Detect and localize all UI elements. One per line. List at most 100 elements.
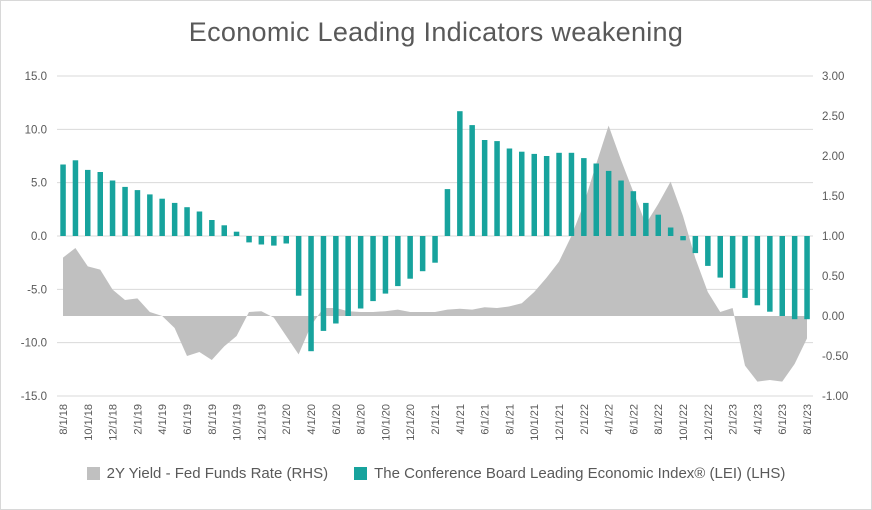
- lei-bar: [791, 236, 798, 320]
- lei-bar: [754, 236, 761, 306]
- svg-text:10/1/22: 10/1/22: [678, 404, 690, 441]
- lei-bar: [494, 141, 500, 236]
- legend-swatch-spread-icon: [86, 467, 100, 480]
- svg-text:10/1/21: 10/1/21: [529, 404, 541, 441]
- svg-text:4/1/19: 4/1/19: [157, 404, 169, 435]
- svg-text:12/1/19: 12/1/19: [256, 404, 268, 441]
- lei-bar: [320, 236, 327, 331]
- svg-text:6/1/21: 6/1/21: [480, 404, 492, 435]
- lei-bar: [221, 225, 227, 236]
- lei-bar: [357, 236, 364, 309]
- svg-text:10/1/20: 10/1/20: [380, 404, 392, 441]
- lei-bar: [506, 148, 513, 236]
- lei-bar: [717, 236, 723, 278]
- lei-bar: [767, 236, 773, 312]
- svg-text:8/1/22: 8/1/22: [653, 404, 665, 435]
- svg-text:6/1/19: 6/1/19: [182, 404, 194, 435]
- lei-bar: [184, 207, 190, 236]
- lei-bar: [382, 236, 389, 294]
- legend-item-lei: The Conference Board Leading Economic In…: [354, 465, 785, 482]
- svg-text:0.00: 0.00: [822, 311, 844, 323]
- lei-bar: [481, 140, 488, 236]
- svg-text:2.00: 2.00: [822, 151, 844, 163]
- lei-bar: [147, 194, 153, 236]
- lei-bar: [134, 190, 141, 236]
- svg-text:8/1/21: 8/1/21: [504, 404, 516, 435]
- lei-bar: [630, 191, 637, 236]
- svg-text:-15.0: -15.0: [21, 391, 47, 403]
- lei-bar: [457, 111, 463, 236]
- svg-text:15.0: 15.0: [25, 71, 47, 83]
- chart-legend: 2Y Yield - Fed Funds Rate (RHS) The Conf…: [1, 465, 871, 482]
- svg-text:6/1/20: 6/1/20: [331, 404, 343, 435]
- lei-bar: [233, 231, 240, 236]
- svg-text:2/1/20: 2/1/20: [281, 404, 293, 435]
- svg-text:4/1/22: 4/1/22: [604, 404, 616, 435]
- lei-bar: [258, 236, 265, 245]
- lei-bar: [742, 236, 748, 298]
- lei-bar: [209, 220, 215, 236]
- svg-text:1.00: 1.00: [822, 231, 844, 243]
- svg-text:6/1/22: 6/1/22: [628, 404, 640, 435]
- lei-bar: [333, 236, 339, 324]
- lei-bar: [122, 186, 128, 236]
- lei-bar: [60, 164, 66, 236]
- lei-bar: [804, 236, 810, 320]
- svg-text:8/1/20: 8/1/20: [356, 404, 368, 435]
- svg-text:10/1/18: 10/1/18: [83, 404, 95, 441]
- lei-bar: [692, 236, 699, 254]
- lei-bar: [444, 189, 451, 236]
- lei-bar: [469, 125, 475, 236]
- svg-text:-10.0: -10.0: [21, 338, 47, 350]
- svg-text:2.50: 2.50: [822, 111, 844, 123]
- lei-bar: [519, 151, 525, 236]
- lei-bar: [432, 236, 438, 263]
- svg-text:3.00: 3.00: [822, 71, 844, 83]
- legend-label-spread: 2Y Yield - Fed Funds Rate (RHS): [106, 465, 329, 482]
- lei-bar-series: [60, 111, 810, 352]
- svg-text:12/1/20: 12/1/20: [405, 404, 417, 441]
- lei-bar: [407, 236, 413, 279]
- lei-bar: [655, 214, 661, 236]
- svg-text:2/1/23: 2/1/23: [728, 404, 740, 435]
- svg-text:0.0: 0.0: [31, 231, 47, 243]
- lei-bar: [667, 227, 674, 236]
- left-axis-labels: 15.0 10.0 5.0 0.0 -5.0 -10.0 -15.0: [21, 71, 47, 403]
- lei-bar: [395, 236, 401, 287]
- lei-bar: [283, 236, 289, 244]
- lei-bar: [705, 236, 711, 266]
- lei-bar: [779, 236, 785, 316]
- svg-text:1.50: 1.50: [822, 191, 844, 203]
- lei-bar: [295, 236, 302, 296]
- svg-text:4/1/21: 4/1/21: [455, 404, 467, 435]
- lei-bar: [729, 236, 736, 289]
- svg-text:6/1/23: 6/1/23: [777, 404, 789, 435]
- svg-text:-5.0: -5.0: [27, 284, 47, 296]
- svg-text:-0.50: -0.50: [822, 351, 848, 363]
- svg-text:2/1/22: 2/1/22: [579, 404, 591, 435]
- lei-bar: [159, 198, 165, 236]
- lei-bar: [543, 156, 550, 236]
- lei-bar: [72, 160, 79, 236]
- svg-text:12/1/18: 12/1/18: [108, 404, 120, 441]
- svg-text:8/1/19: 8/1/19: [207, 404, 219, 435]
- right-axis-labels: 3.00 2.50 2.00 1.50 1.00 0.50 0.00 -0.50 -1.00: [822, 71, 848, 403]
- x-axis-labels: 8/1/18 10/1/18 12/1/18 2/1/19 4/1/19 6/1/19 8/…: [58, 404, 814, 441]
- lei-bar: [568, 152, 575, 236]
- svg-text:12/1/22: 12/1/22: [703, 404, 715, 441]
- svg-text:2/1/19: 2/1/19: [132, 404, 144, 435]
- lei-bar: [308, 236, 314, 352]
- svg-text:4/1/23: 4/1/23: [752, 404, 764, 435]
- svg-text:10.0: 10.0: [25, 124, 47, 136]
- lei-bar: [581, 158, 587, 236]
- svg-text:-1.00: -1.00: [822, 391, 848, 403]
- svg-text:8/1/23: 8/1/23: [802, 404, 814, 435]
- svg-text:2/1/21: 2/1/21: [430, 404, 442, 435]
- lei-bar: [246, 236, 252, 243]
- lei-bar: [419, 236, 426, 272]
- legend-label-lei: The Conference Board Leading Economic In…: [374, 465, 786, 482]
- svg-text:4/1/20: 4/1/20: [306, 404, 318, 435]
- lei-bar: [593, 163, 599, 236]
- svg-text:0.50: 0.50: [822, 271, 844, 283]
- svg-text:10/1/19: 10/1/19: [232, 404, 244, 441]
